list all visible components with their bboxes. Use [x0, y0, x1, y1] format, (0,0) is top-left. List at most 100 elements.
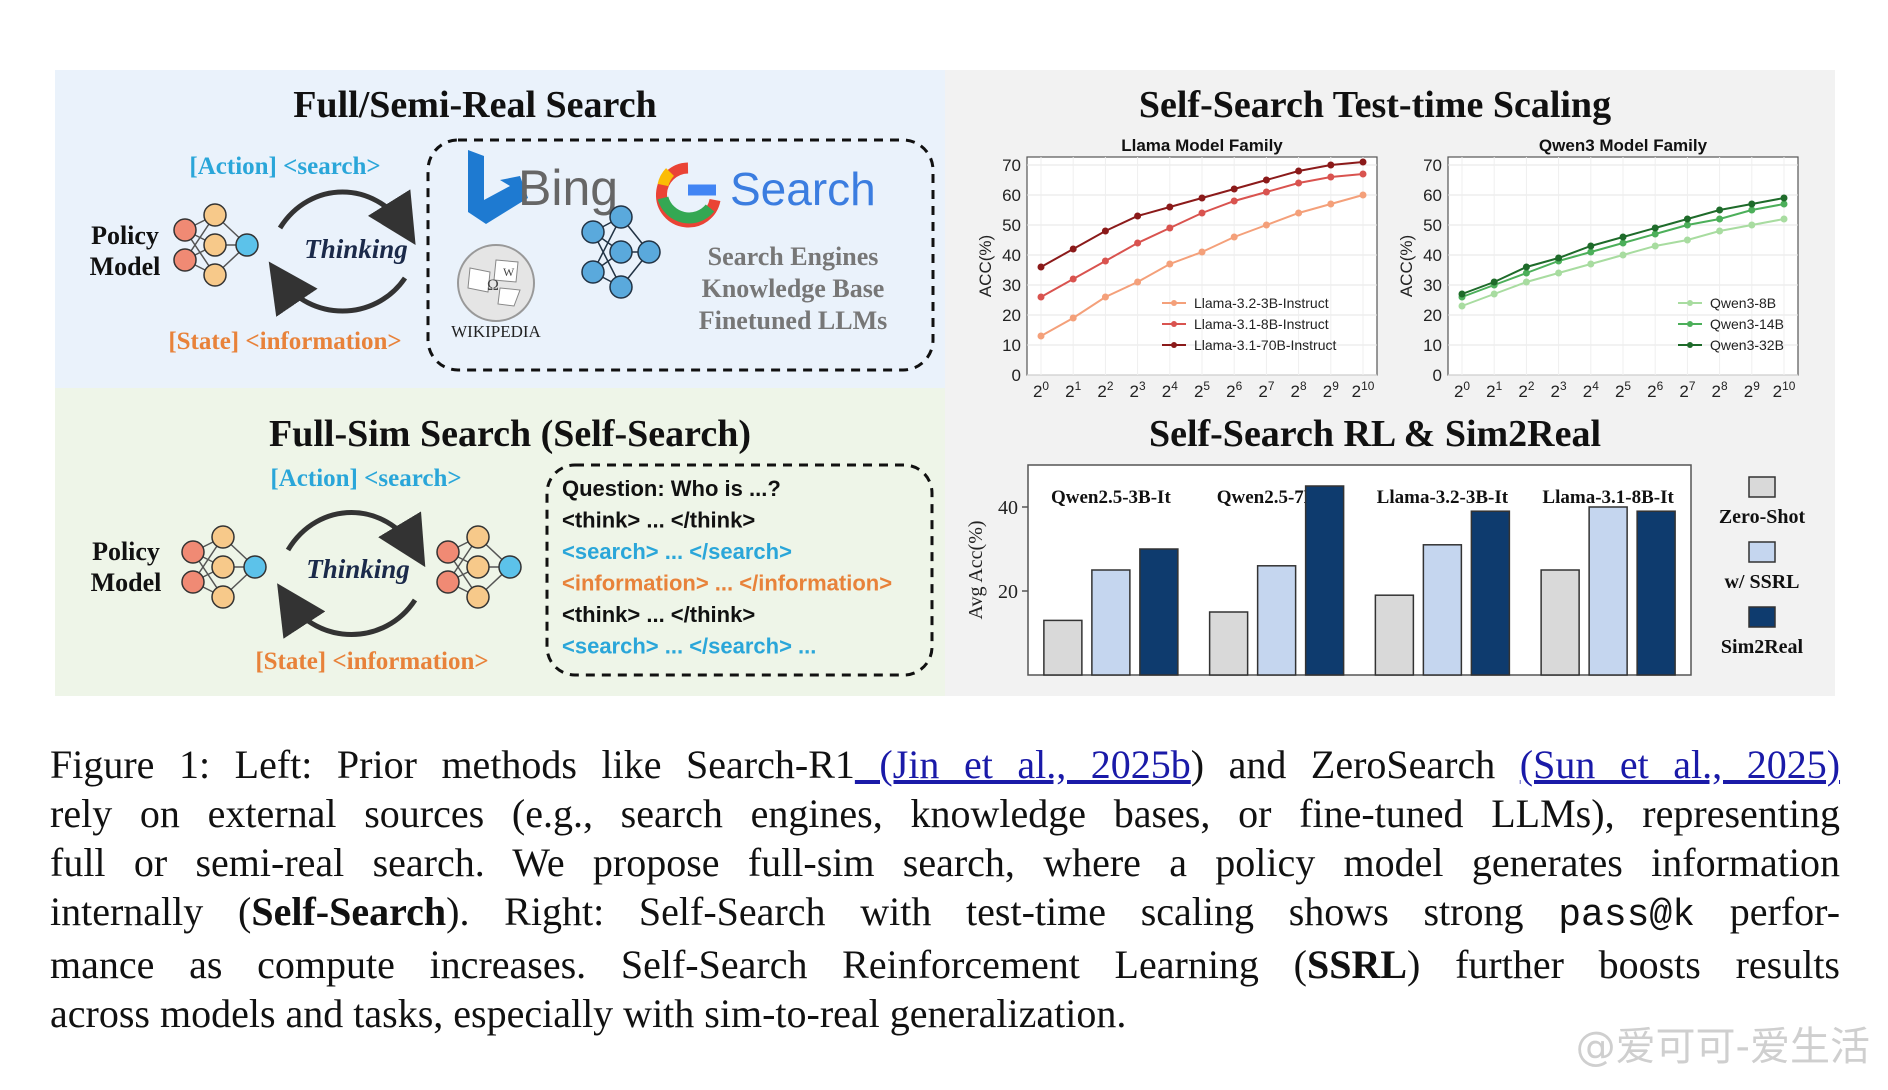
bar: [1208, 611, 1249, 676]
citation-jin-2025b[interactable]: (Jin et al., 2025b: [854, 742, 1191, 787]
caption-line-4: internally (Self-Search). Right: Self-Se…: [50, 887, 1840, 940]
neuron-node: [211, 555, 235, 579]
neural-net-icon: [581, 205, 661, 299]
bottom-left-thinking-label: Thinking: [306, 554, 410, 584]
data-point: [1198, 209, 1206, 217]
legend-label: Qwen3-32B: [1710, 337, 1784, 353]
data-point: [1619, 239, 1627, 247]
data-point: [1198, 248, 1206, 256]
data-point: [1069, 245, 1077, 253]
neuron-node: [203, 263, 227, 287]
tick-label: 21: [1065, 379, 1081, 401]
tick-label: 50: [1002, 216, 1021, 235]
data-point: [1490, 278, 1498, 286]
data-point: [1780, 194, 1788, 202]
neuron-node: [181, 540, 205, 564]
chart-title: Qwen3 Model Family: [1539, 136, 1708, 155]
data-point: [1780, 215, 1788, 223]
caption-bold-ssrl: SSRL: [1306, 942, 1408, 987]
neuron-node: [173, 218, 197, 242]
tick-label: 29: [1323, 379, 1339, 401]
bottom-left-policy-line1: Policy: [92, 537, 160, 566]
neuron-node: [436, 570, 460, 594]
neuron-node: [581, 260, 605, 284]
data-point: [1166, 224, 1174, 232]
data-point: [1522, 263, 1530, 271]
caption-text: ) and ZeroSearch: [1190, 742, 1496, 787]
data-point: [1555, 269, 1563, 277]
source-finetuned-llms: Finetuned LLMs: [699, 306, 888, 335]
data-point: [1683, 236, 1691, 244]
tick-label: 28: [1291, 379, 1307, 401]
data-point: [1134, 212, 1142, 220]
tick-label: 10: [1423, 336, 1442, 355]
legend-marker: [1687, 300, 1693, 306]
bottom-left-network-icon-1: [181, 525, 267, 609]
neuron-node: [637, 240, 661, 264]
caption-text: Left: Prior methods like Search-R1: [234, 742, 855, 787]
neuron-node: [203, 203, 227, 227]
data-point: [1359, 158, 1367, 166]
data-point: [1101, 227, 1109, 235]
data-point: [1359, 191, 1367, 199]
tick-label: 22: [1097, 379, 1113, 401]
data-point: [1587, 260, 1595, 268]
legend-marker: [1687, 321, 1693, 327]
caption-text: perfor-: [1729, 889, 1841, 934]
tick-label: 26: [1647, 379, 1663, 401]
data-point: [1198, 194, 1206, 202]
tick-label: 40: [998, 497, 1018, 519]
trace-line: Question: Who is ...?: [562, 476, 781, 501]
data-point: [1101, 293, 1109, 301]
top-left-state-label: [State] <information>: [168, 328, 401, 355]
tick-label: 40: [1423, 246, 1442, 265]
chart-title: Llama Model Family: [1121, 136, 1283, 155]
data-point: [1683, 221, 1691, 229]
bottom-left-network-icon-2: [436, 525, 522, 609]
data-point: [1651, 242, 1659, 250]
data-point: [1037, 263, 1045, 271]
legend-label: Qwen3-8B: [1710, 295, 1776, 311]
tick-label: 24: [1583, 379, 1599, 401]
legend-swatch: [1748, 476, 1776, 498]
citation-sun-2025[interactable]: (Sun et al., 2025): [1519, 742, 1841, 787]
data-point: [1295, 179, 1303, 187]
tick-label: 24: [1162, 379, 1178, 401]
neuron-node: [211, 525, 235, 549]
legend-swatch: [1748, 606, 1776, 628]
data-point: [1716, 215, 1724, 223]
tick-label: 21: [1486, 379, 1502, 401]
source-knowledge-base: Knowledge Base: [702, 274, 885, 303]
tick-label: 25: [1194, 379, 1210, 401]
bing-label: Bing: [518, 160, 618, 216]
bar: [1422, 544, 1463, 676]
data-point: [1295, 167, 1303, 175]
wikipedia-globe-icon: Ω W: [457, 244, 535, 322]
panel-top-left-bg: [55, 70, 945, 388]
tick-label: 22: [1518, 379, 1534, 401]
tick-label: 27: [1258, 379, 1274, 401]
tick-label: 26: [1226, 379, 1242, 401]
neuron-node: [466, 525, 490, 549]
bar: [1139, 548, 1179, 676]
data-point: [1748, 221, 1756, 229]
caption-line-1: Figure 1: Left: Prior methods like Searc…: [50, 740, 1840, 789]
data-point: [1522, 269, 1530, 277]
legend-label: Llama-3.1-70B-Instruct: [1194, 337, 1337, 353]
data-point: [1651, 230, 1659, 238]
tick-label: 27: [1679, 379, 1695, 401]
axis-label: ACC(%): [1397, 235, 1416, 297]
axis-label: ACC(%): [976, 235, 995, 297]
neuron-node: [466, 585, 490, 609]
data-point: [1748, 206, 1756, 214]
data-point: [1262, 221, 1270, 229]
legend-label: Sim2Real: [1721, 636, 1804, 658]
google-search-label: Search: [730, 163, 876, 215]
bottom-left-policy-line2: Model: [91, 568, 162, 597]
bottom-left-arrow-down: [277, 583, 418, 639]
data-point: [1134, 239, 1142, 247]
trace-line: <think> ... </think>: [562, 508, 755, 533]
figure-caption: Figure 1: Left: Prior methods like Searc…: [50, 740, 1840, 1038]
legend-label: Zero-Shot: [1719, 506, 1806, 528]
